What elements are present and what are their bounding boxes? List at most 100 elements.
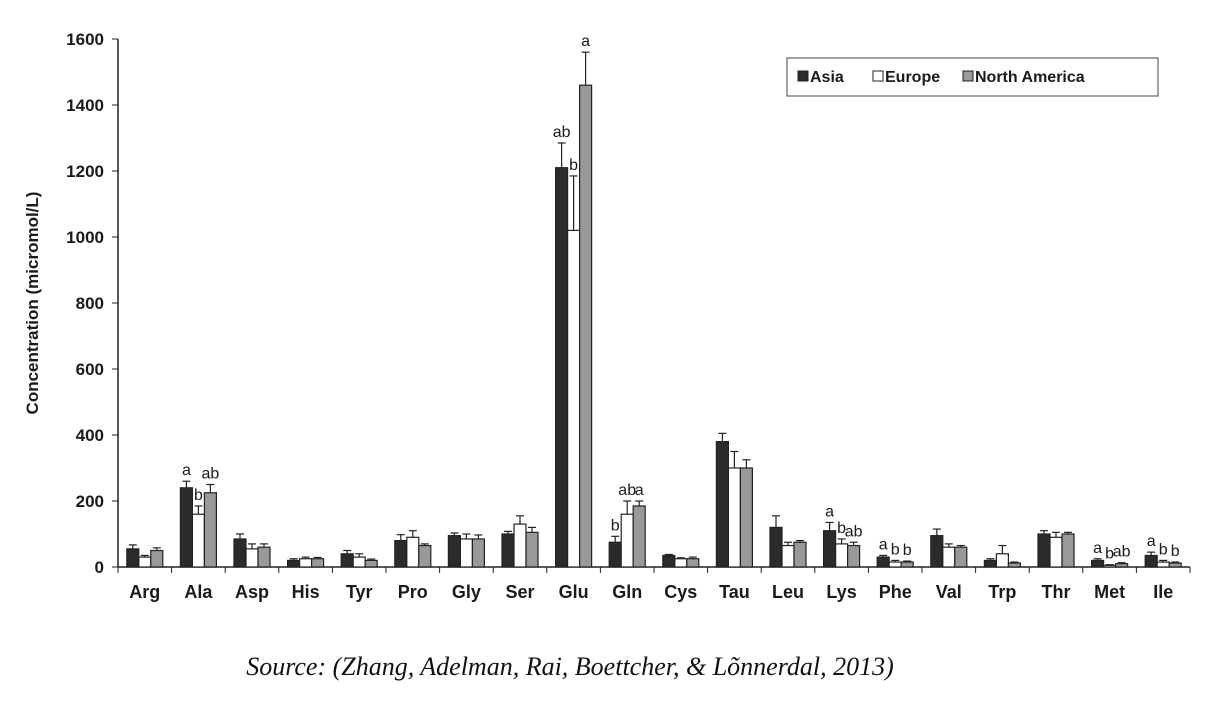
x-tick-label: Phe: [879, 582, 912, 602]
bar-europe: [138, 556, 152, 568]
bar-europe: [245, 548, 259, 568]
bar-north-america: [1061, 533, 1075, 568]
significance-letter: ab: [618, 482, 636, 499]
significance-letter: ab: [202, 466, 220, 483]
x-tick-label: Glu: [559, 582, 589, 602]
bar-asia: [769, 526, 783, 568]
significance-letter: a: [581, 33, 590, 50]
legend-label: North America: [975, 69, 1085, 86]
bar-europe: [995, 553, 1010, 568]
legend-label: Europe: [885, 69, 940, 86]
significance-letter: a: [182, 462, 191, 479]
x-tick-label: Tyr: [346, 582, 373, 602]
y-tick-label: 1200: [66, 162, 104, 181]
bar-north-america: [1168, 562, 1182, 568]
y-axis-label: Concentration (micromol/L): [23, 192, 42, 415]
significance-letter: b: [891, 541, 900, 558]
significance-letter: a: [1093, 540, 1102, 557]
y-tick-label: 0: [95, 558, 104, 577]
x-tick-label: Pro: [398, 582, 428, 602]
legend-swatch: [872, 70, 884, 82]
bar-europe: [1049, 536, 1063, 568]
bar-north-america: [525, 531, 539, 568]
bar-europe: [352, 556, 366, 568]
bar-asia: [179, 487, 193, 568]
x-tick-label: Lys: [826, 582, 856, 602]
bar-asia: [715, 441, 730, 568]
bar-europe: [459, 538, 473, 568]
significance-letter: a: [1147, 533, 1156, 550]
bar-north-america: [203, 492, 217, 568]
bar-north-america: [311, 558, 325, 568]
bar-north-america: [471, 538, 485, 568]
significance-letter: a: [635, 482, 644, 499]
bar-asia: [1144, 554, 1158, 568]
legend-swatch: [797, 70, 809, 82]
bar-north-america: [793, 541, 807, 568]
bar-north-america: [150, 549, 164, 568]
bar-europe: [1156, 561, 1170, 568]
x-tick-label: Cys: [664, 582, 697, 602]
bar-europe: [566, 229, 581, 568]
x-tick-label: Leu: [772, 582, 804, 602]
bar-north-america: [257, 546, 271, 568]
significance-letter: a: [879, 536, 888, 553]
bar-north-america: [632, 505, 646, 568]
bar-north-america: [364, 559, 378, 568]
significance-letter: a: [825, 503, 834, 520]
x-tick-label: Val: [936, 582, 962, 602]
significance-letter: ab: [845, 523, 863, 540]
bar-europe: [1102, 564, 1117, 568]
bar-north-america: [954, 546, 968, 568]
x-tick-label: Ser: [505, 582, 534, 602]
bar-asia: [983, 559, 998, 568]
bar-north-america: [578, 84, 593, 568]
bar-asia: [554, 167, 569, 568]
x-tick-label: Thr: [1042, 582, 1071, 602]
y-tick-label: 200: [76, 492, 104, 511]
bar-asia: [876, 556, 890, 568]
significance-letter: b: [1159, 541, 1168, 558]
x-tick-label: Met: [1094, 582, 1125, 602]
x-tick-label: Gly: [452, 582, 481, 602]
y-tick-label: 1400: [66, 96, 104, 115]
y-tick-label: 800: [76, 294, 104, 313]
bar-asia: [1090, 559, 1105, 568]
bar-europe: [513, 523, 527, 568]
bar-asia: [126, 548, 140, 568]
significance-letter: b: [569, 157, 578, 174]
bar-asia: [608, 541, 622, 568]
y-tick-label: 600: [76, 360, 104, 379]
bar-asia: [930, 535, 944, 568]
bar-asia: [1037, 533, 1051, 568]
bar-europe: [781, 544, 795, 568]
significance-letter: ab: [553, 124, 571, 141]
bar-north-america: [846, 544, 861, 568]
x-tick-label: Ile: [1153, 582, 1173, 602]
bar-europe: [299, 558, 313, 568]
legend-swatch: [962, 70, 974, 82]
bar-north-america: [739, 467, 754, 568]
bar-europe: [942, 546, 956, 568]
bar-asia: [447, 535, 461, 568]
legend-label: Asia: [810, 69, 844, 86]
bar-asia: [287, 559, 301, 568]
x-tick-label: Asp: [235, 582, 269, 602]
bar-asia: [501, 533, 515, 568]
y-tick-label: 1000: [66, 228, 104, 247]
x-tick-label: His: [292, 582, 320, 602]
significance-letter: b: [194, 487, 203, 504]
bar-north-america: [1007, 562, 1022, 568]
bar-europe: [191, 513, 205, 568]
bar-europe: [888, 561, 902, 568]
bar-north-america: [1114, 563, 1129, 568]
bar-europe: [834, 543, 849, 568]
x-tick-label: Trp: [988, 582, 1016, 602]
bar-asia: [340, 553, 354, 568]
x-tick-label: Arg: [129, 582, 160, 602]
significance-letter: b: [611, 517, 620, 534]
bar-north-america: [418, 544, 432, 568]
bar-europe: [674, 558, 688, 568]
significance-letter: b: [1105, 546, 1114, 563]
